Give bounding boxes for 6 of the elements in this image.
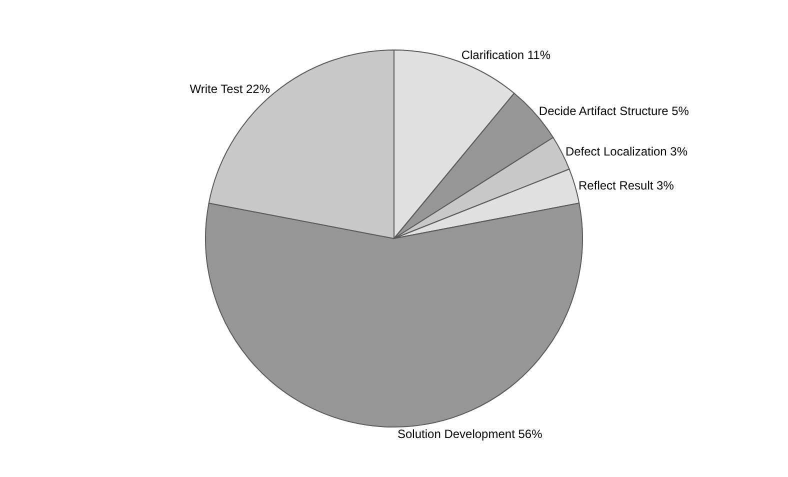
slice-label: Write Test 22% (190, 82, 270, 96)
slice-label: Decide Artifact Structure 5% (538, 104, 690, 118)
slice-label: Clarification 11% (461, 48, 551, 62)
slice-label: Solution Development 56% (398, 427, 543, 441)
slice-label: Defect Localization 3% (565, 144, 688, 158)
slice-label: Reflect Result 3% (578, 178, 674, 192)
